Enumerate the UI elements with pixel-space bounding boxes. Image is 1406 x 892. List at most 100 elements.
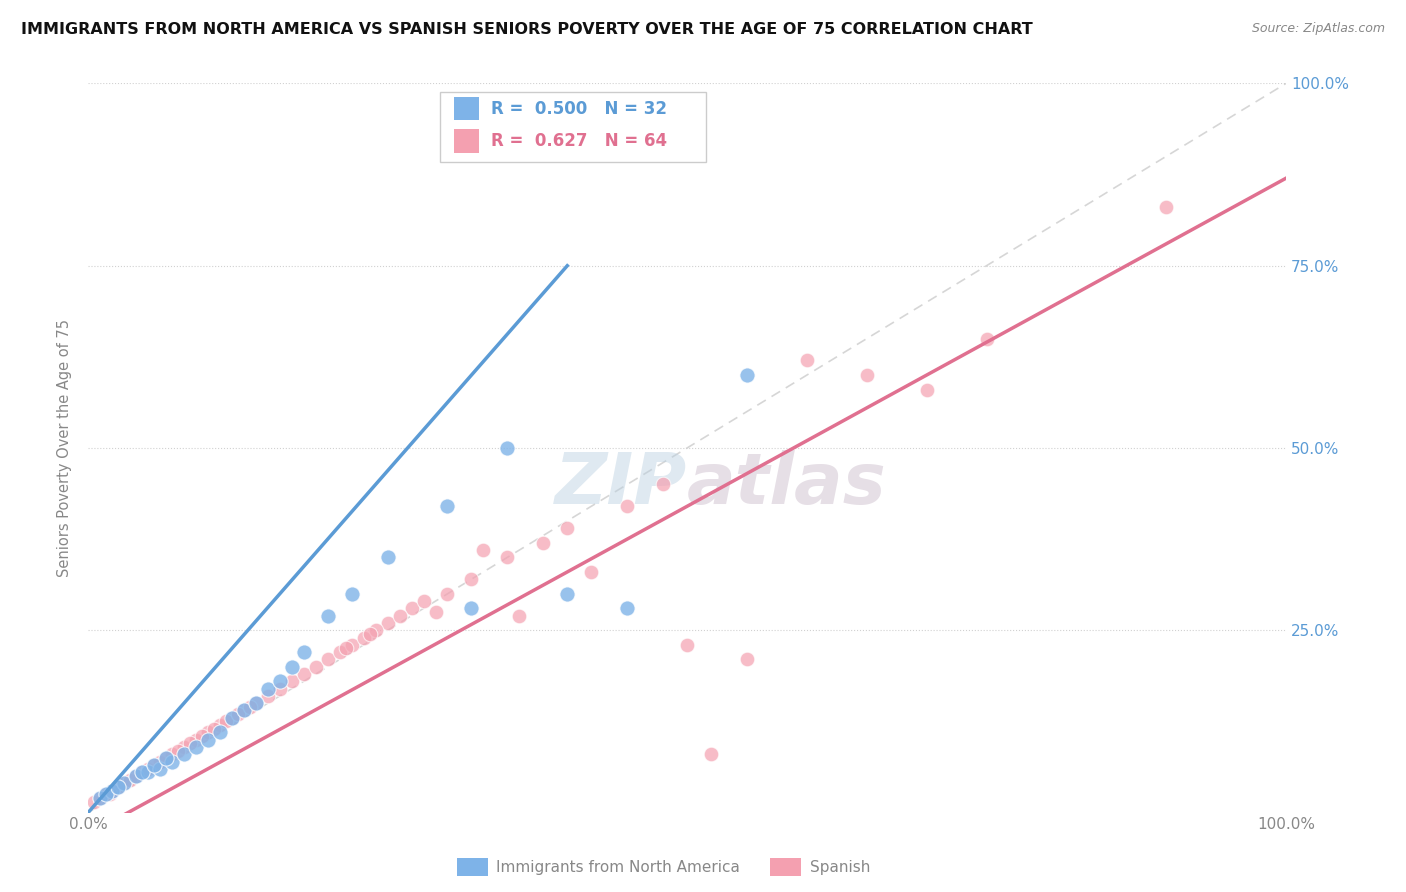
Text: Immigrants from North America: Immigrants from North America [496, 860, 740, 874]
Point [281, 674, 304, 689]
Point [215, 714, 238, 729]
Point [377, 615, 399, 630]
Point [436, 587, 458, 601]
Point [143, 758, 166, 772]
Point [125, 769, 148, 783]
Point [436, 500, 458, 514]
Point [239, 699, 262, 714]
Point [173, 739, 195, 754]
Point [149, 762, 172, 776]
Text: Spanish: Spanish [810, 860, 870, 874]
Point [136, 762, 159, 776]
Point [202, 722, 225, 736]
Point [269, 681, 291, 696]
Point [281, 659, 304, 673]
Point [131, 765, 153, 780]
Point [89, 791, 111, 805]
Point [531, 535, 554, 549]
Point [412, 594, 434, 608]
Point [652, 477, 675, 491]
Point [377, 550, 399, 565]
Text: Source: ZipAtlas.com: Source: ZipAtlas.com [1251, 22, 1385, 36]
Point [208, 718, 231, 732]
Point [197, 725, 219, 739]
Point [191, 729, 214, 743]
Point [107, 780, 129, 794]
Point [112, 776, 135, 790]
Point [107, 780, 129, 794]
Text: IMMIGRANTS FROM NORTH AMERICA VS SPANISH SENIORS POVERTY OVER THE AGE OF 75 CORR: IMMIGRANTS FROM NORTH AMERICA VS SPANISH… [21, 22, 1033, 37]
Point [155, 751, 177, 765]
Point [735, 368, 758, 382]
Point [340, 587, 363, 601]
Point [305, 659, 328, 673]
Point [89, 791, 111, 805]
Point [292, 645, 315, 659]
Point [101, 783, 124, 797]
Point [256, 681, 278, 696]
Point [496, 550, 519, 565]
Point [208, 725, 231, 739]
Point [143, 758, 166, 772]
Point [316, 608, 339, 623]
Point [245, 696, 267, 710]
Point [353, 631, 375, 645]
Text: ZIP: ZIP [555, 450, 688, 519]
Point [359, 627, 381, 641]
Point [136, 765, 159, 780]
Point [131, 765, 153, 780]
Point [256, 689, 278, 703]
Point [555, 521, 578, 535]
Point [232, 703, 254, 717]
Point [401, 601, 423, 615]
Point [425, 605, 447, 619]
Point [388, 608, 411, 623]
Point [676, 638, 699, 652]
Point [184, 732, 207, 747]
Point [335, 641, 357, 656]
Point [184, 739, 207, 754]
Point [83, 795, 105, 809]
Point [197, 732, 219, 747]
Point [700, 747, 723, 762]
Point [173, 747, 195, 762]
Point [160, 747, 183, 762]
Point [112, 776, 135, 790]
Point [149, 755, 172, 769]
Text: R =  0.627   N = 64: R = 0.627 N = 64 [491, 132, 666, 150]
Text: atlas: atlas [688, 450, 887, 519]
Point [120, 772, 142, 787]
Point [226, 707, 249, 722]
Point [472, 543, 495, 558]
Text: R =  0.500   N = 32: R = 0.500 N = 32 [491, 100, 666, 118]
Point [179, 736, 201, 750]
Point [555, 587, 578, 601]
Point [221, 711, 243, 725]
Point [915, 383, 938, 397]
Point [221, 711, 243, 725]
Point [94, 787, 117, 801]
Point [364, 624, 387, 638]
Point [796, 353, 818, 368]
Point [101, 783, 124, 797]
Point [98, 787, 121, 801]
Point [460, 572, 482, 586]
Point [340, 638, 363, 652]
Point [1154, 200, 1177, 214]
Point [125, 769, 148, 783]
Point [460, 601, 482, 615]
Point [167, 743, 190, 757]
Point [245, 696, 267, 710]
Point [735, 652, 758, 666]
Point [508, 608, 530, 623]
Point [976, 332, 998, 346]
Point [616, 601, 638, 615]
Point [160, 755, 183, 769]
Point [316, 652, 339, 666]
Point [292, 667, 315, 681]
Point [329, 645, 352, 659]
Point [232, 703, 254, 717]
Point [581, 565, 603, 579]
Point [496, 441, 519, 455]
Point [94, 787, 117, 801]
